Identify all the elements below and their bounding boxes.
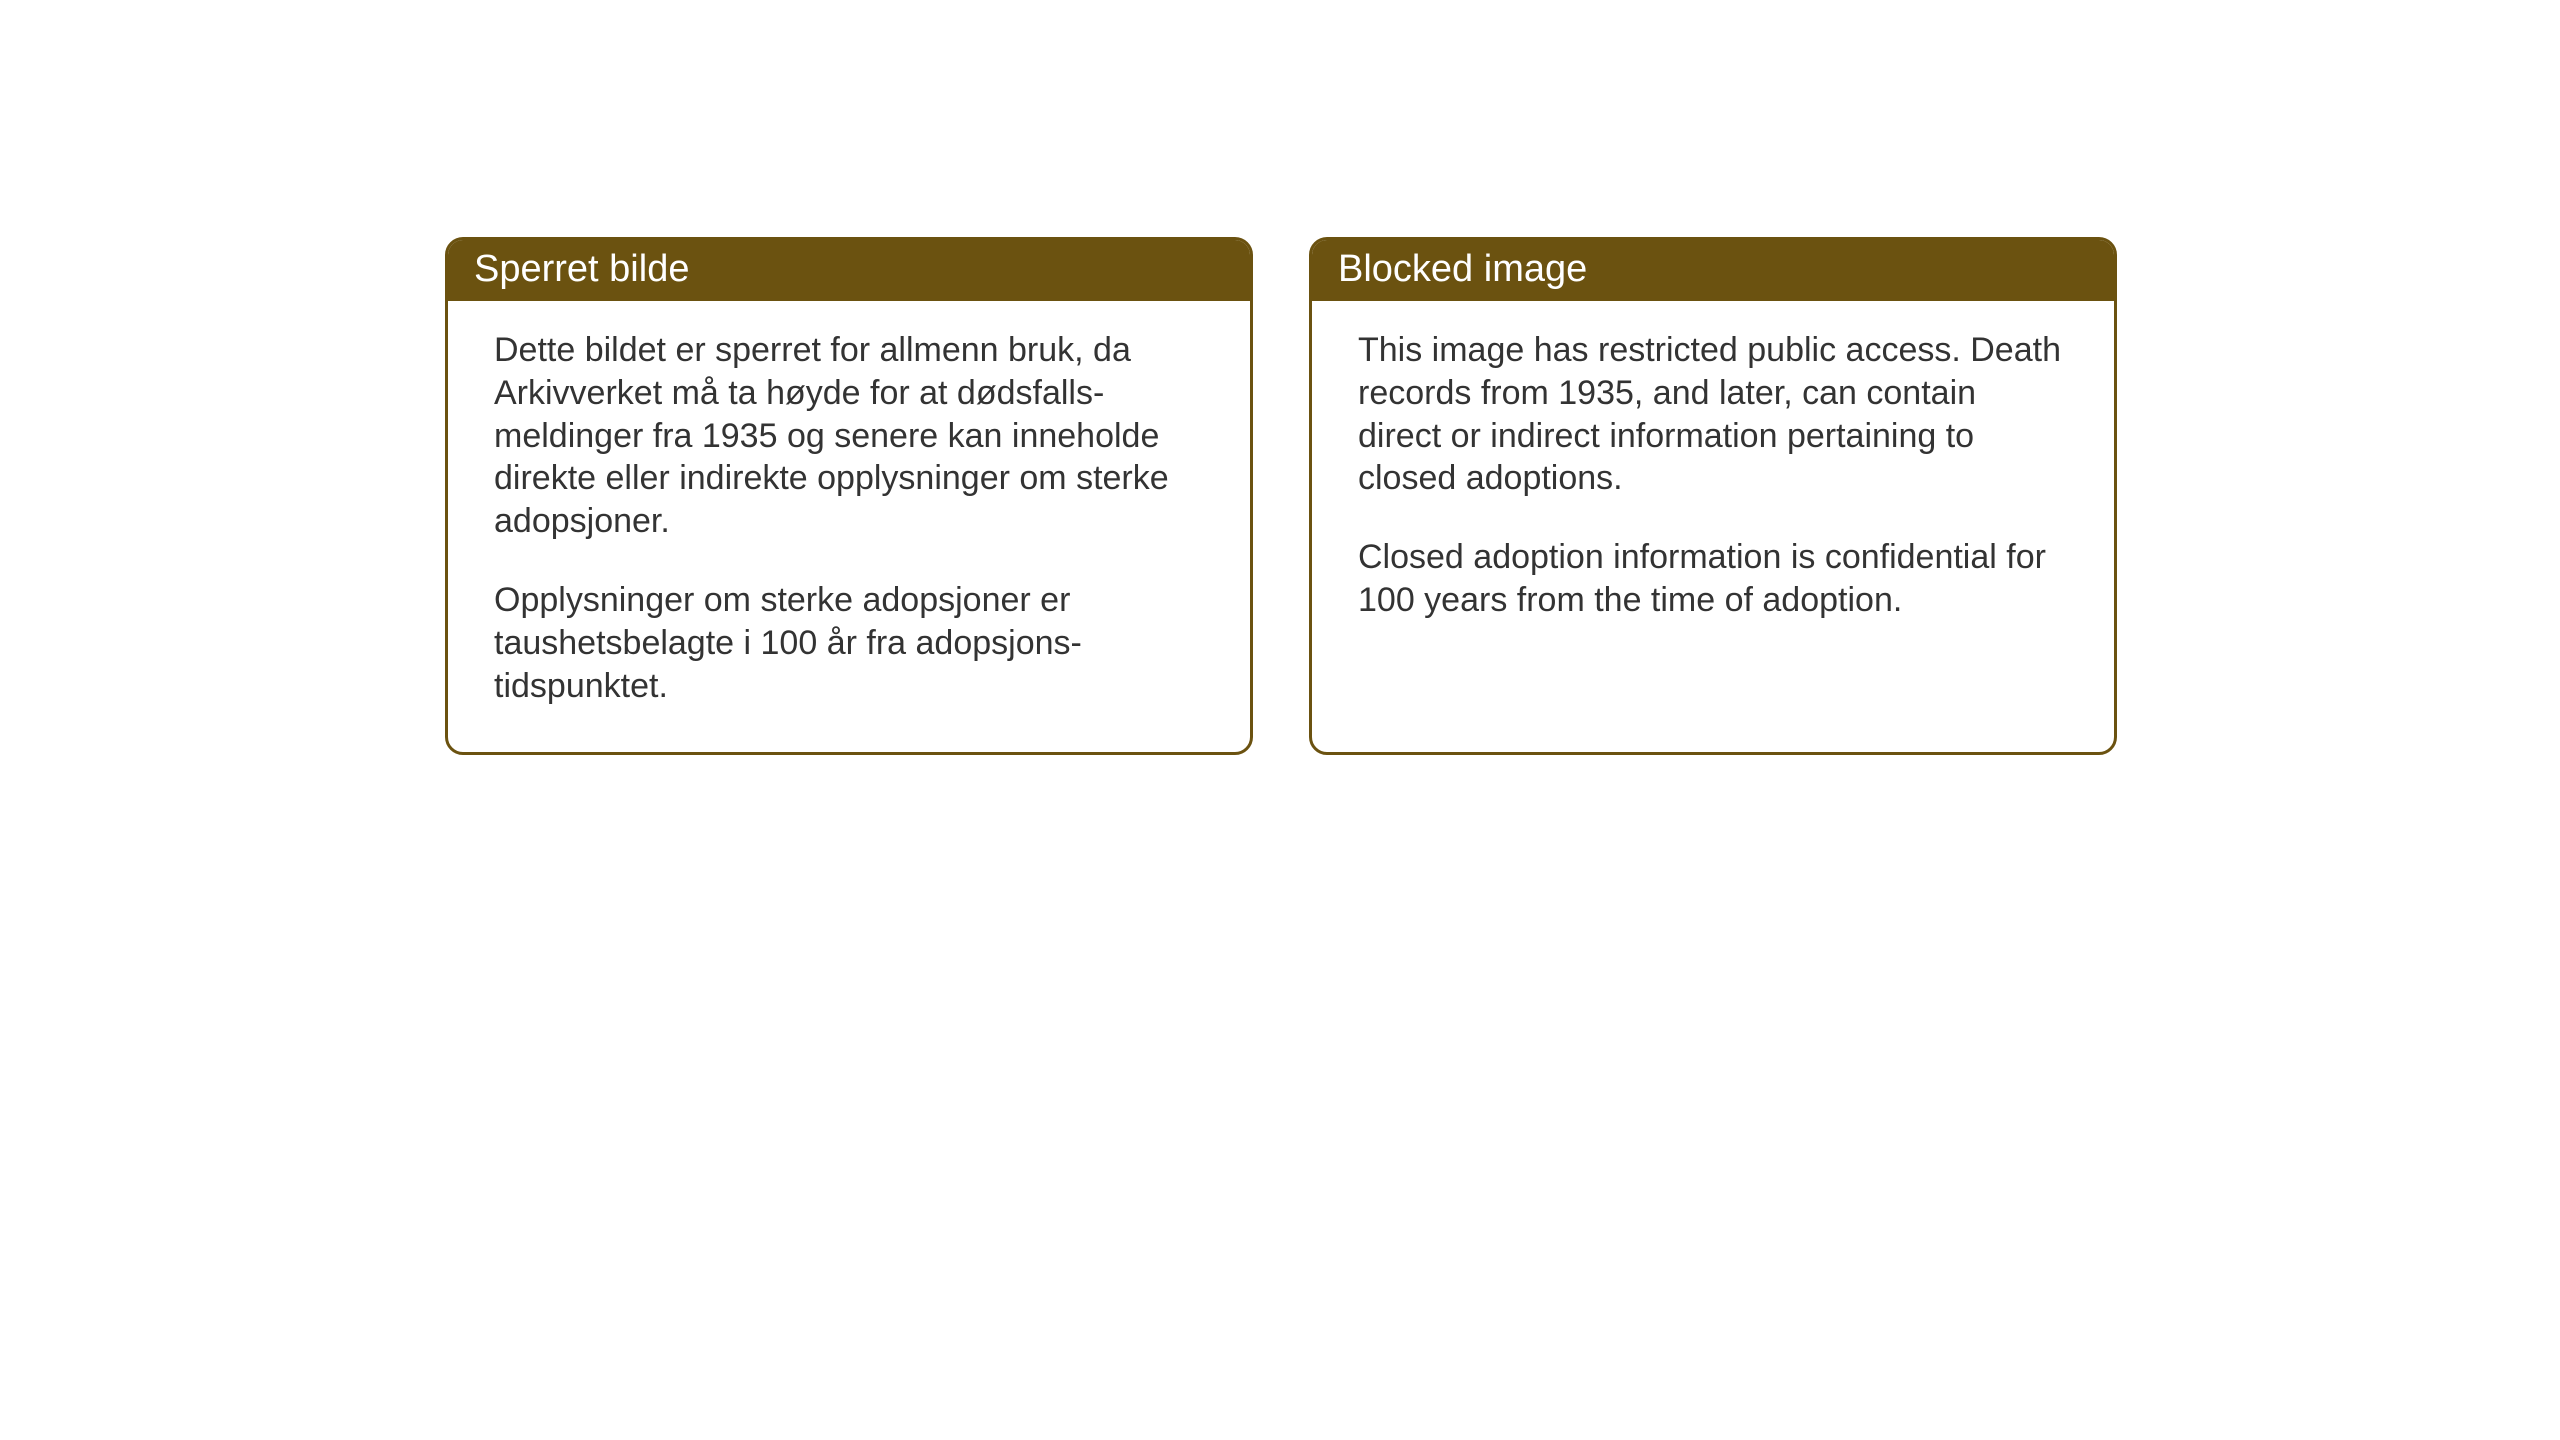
notice-paragraph-1-english: This image has restricted public access.…: [1358, 329, 2068, 500]
notice-body-english: This image has restricted public access.…: [1312, 301, 2114, 666]
notice-card-english: Blocked image This image has restricted …: [1309, 237, 2117, 755]
notice-container: Sperret bilde Dette bildet er sperret fo…: [445, 237, 2117, 755]
notice-paragraph-2-norwegian: Opplysninger om sterke adopsjoner er tau…: [494, 579, 1204, 707]
notice-header-english: Blocked image: [1312, 240, 2114, 301]
notice-header-norwegian: Sperret bilde: [448, 240, 1250, 301]
notice-title-english: Blocked image: [1338, 248, 1587, 290]
notice-paragraph-2-english: Closed adoption information is confident…: [1358, 536, 2068, 622]
notice-body-norwegian: Dette bildet er sperret for allmenn bruk…: [448, 301, 1250, 752]
notice-card-norwegian: Sperret bilde Dette bildet er sperret fo…: [445, 237, 1253, 755]
notice-title-norwegian: Sperret bilde: [474, 248, 689, 290]
notice-paragraph-1-norwegian: Dette bildet er sperret for allmenn bruk…: [494, 329, 1204, 543]
